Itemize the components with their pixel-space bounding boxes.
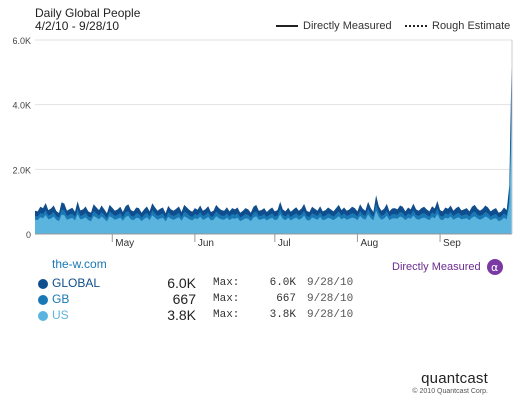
y-tick-label: 2.0K (12, 165, 31, 175)
current-value: 667 (172, 291, 196, 307)
series-area-us (35, 111, 512, 234)
country-name: US (52, 308, 69, 322)
max-value: 667 (276, 293, 296, 305)
x-tick-label: Jun (198, 238, 214, 249)
traffic-chart[interactable]: 0 2.0K 4.0K 6.0K May Jun Jul Aug Sep (0, 0, 522, 250)
x-tick-label: Aug (360, 238, 378, 249)
y-tick-label: 4.0K (12, 101, 31, 111)
current-value: 6.0K (167, 275, 196, 291)
stats-row-global[interactable]: GLOBAL 6.0K Max: 6.0K 9/28/10 (38, 275, 353, 292)
max-label: Max: (213, 309, 240, 321)
max-label: Max: (213, 277, 240, 289)
legend-label: Directly Measured (303, 20, 392, 32)
gb-color-dot (38, 295, 48, 305)
max-label: Max: (213, 293, 240, 305)
global-color-dot (38, 279, 48, 289)
legend-rough-estimate: Rough Estimate (405, 20, 510, 32)
dotted-line-swatch (405, 25, 427, 27)
country-name: GLOBAL (52, 276, 101, 290)
series-area-global (35, 40, 512, 234)
legend-directly-measured: Directly Measured (276, 20, 392, 32)
us-color-dot (38, 311, 48, 321)
copyright: © 2010 Quantcast Corp. (412, 388, 488, 395)
solid-line-swatch (276, 25, 298, 27)
country-name: GB (52, 292, 70, 306)
badge-label: Directly Measured (392, 261, 481, 273)
directly-measured-badge[interactable]: Directly Measured α (392, 259, 503, 275)
x-tick-label: May (115, 238, 134, 249)
max-date: 9/28/10 (307, 293, 354, 305)
stats-row-us[interactable]: US 3.8K Max: 3.8K 9/28/10 (38, 307, 353, 324)
stats-row-gb[interactable]: GB 667 Max: 667 9/28/10 (38, 291, 353, 308)
site-name[interactable]: the-w.com (52, 257, 107, 271)
y-tick-label: 0 (26, 230, 31, 240)
y-tick-label: 6.0K (12, 36, 31, 46)
x-tick-label: Sep (443, 238, 461, 249)
stats-table: GLOBAL 6.0K Max: 6.0K 9/28/10 GB 667 Max… (38, 275, 353, 324)
date-range: 4/2/10 - 9/28/10 (35, 19, 120, 33)
quantcast-logo[interactable]: quantcast (421, 370, 488, 387)
alpha-icon: α (486, 259, 503, 275)
chart-title: Daily Global People (35, 6, 141, 20)
max-date: 9/28/10 (307, 277, 354, 289)
max-value: 6.0K (269, 277, 296, 289)
max-value: 3.8K (269, 309, 296, 321)
x-tick-label: Jul (278, 238, 291, 249)
legend-label: Rough Estimate (432, 20, 511, 32)
current-value: 3.8K (167, 307, 196, 323)
max-date: 9/28/10 (307, 309, 354, 321)
